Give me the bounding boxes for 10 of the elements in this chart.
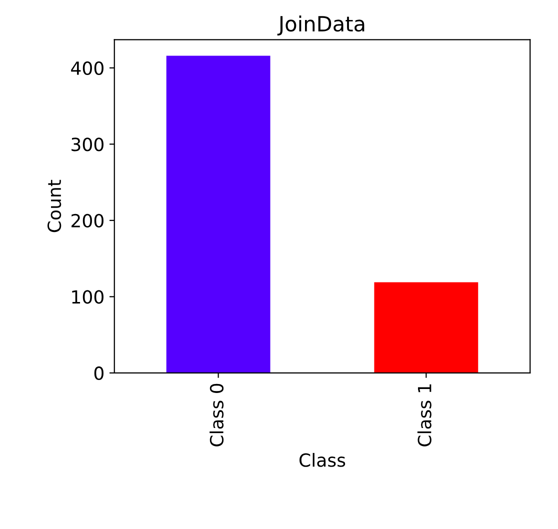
y-tick-label: 200 (72, 214, 104, 228)
y-axis-title: Count (47, 180, 62, 232)
y-tick-label: 0 (94, 366, 104, 380)
x-tick-label: Class 0 (210, 384, 224, 446)
chart-title: JoinData (277, 16, 364, 36)
x-axis-title: Class (300, 452, 346, 467)
y-tick-label: 300 (72, 138, 104, 152)
y-tick-label: 400 (71, 61, 104, 76)
x-tick-label: Class 1 (417, 384, 432, 446)
y-tick-label: 100 (72, 290, 104, 304)
